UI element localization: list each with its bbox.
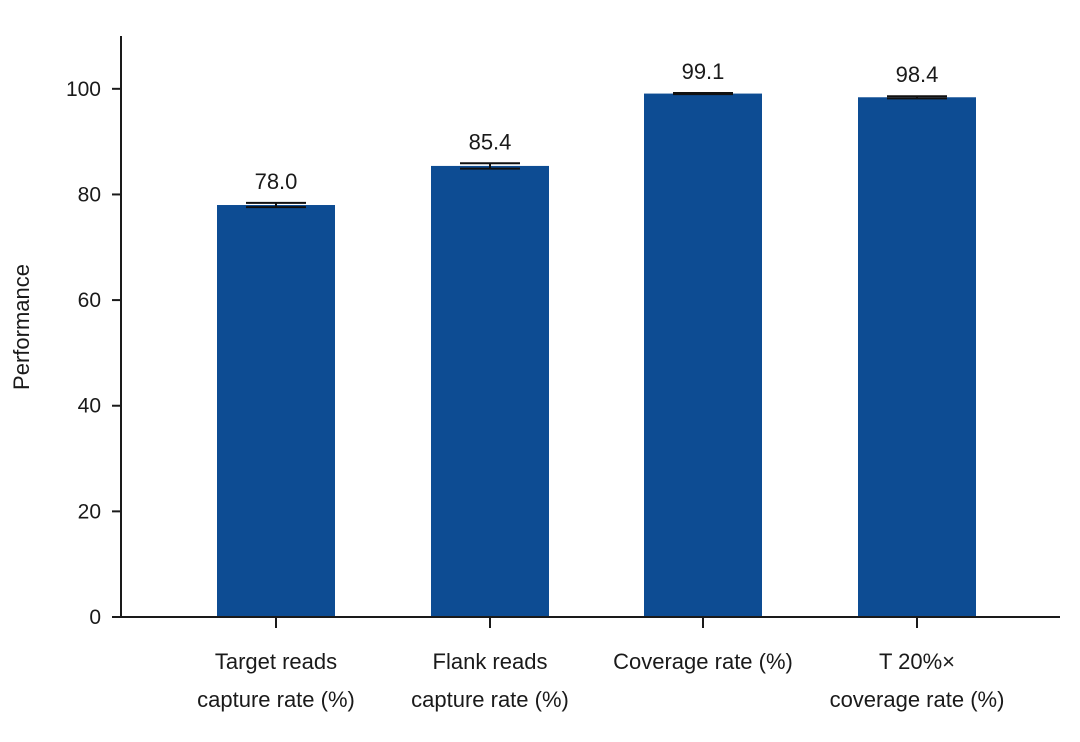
x-category-label: capture rate (%) bbox=[411, 687, 569, 712]
x-category-label: Flank reads bbox=[433, 649, 548, 674]
bar bbox=[644, 93, 762, 617]
data-labels: 78.0 85.4 99.1 98.4 bbox=[255, 59, 939, 194]
y-tick-label: 0 bbox=[89, 606, 101, 629]
x-category-label: coverage rate (%) bbox=[830, 687, 1005, 712]
y-axis-title: Performance bbox=[9, 264, 34, 390]
y-axis-ticks: 0 20 40 60 80 100 bbox=[66, 78, 121, 629]
y-tick-label: 100 bbox=[66, 78, 101, 101]
x-category-label: Coverage rate (%) bbox=[613, 649, 793, 674]
y-tick-label: 80 bbox=[78, 183, 101, 206]
x-axis-categories: Target reads capture rate (%) Flank reads c… bbox=[197, 617, 1004, 712]
y-tick-label: 60 bbox=[78, 289, 101, 312]
bar bbox=[431, 165, 549, 617]
x-category-label: Target reads bbox=[215, 649, 337, 674]
data-label: 85.4 bbox=[469, 129, 512, 154]
data-label: 78.0 bbox=[255, 169, 298, 194]
bar bbox=[858, 97, 976, 617]
x-category-label: capture rate (%) bbox=[197, 687, 355, 712]
y-tick-label: 40 bbox=[78, 395, 101, 418]
error-bars bbox=[246, 92, 947, 209]
data-label: 99.1 bbox=[682, 59, 725, 84]
x-category-label: T 20%× bbox=[879, 649, 955, 674]
bar bbox=[217, 205, 335, 617]
y-tick-label: 20 bbox=[78, 500, 101, 523]
bars bbox=[217, 93, 976, 617]
data-label: 98.4 bbox=[896, 62, 939, 87]
